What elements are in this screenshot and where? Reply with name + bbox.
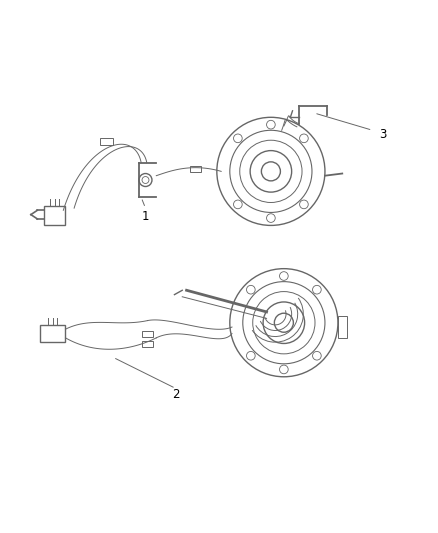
Text: 3: 3 xyxy=(380,128,387,141)
Text: 1: 1 xyxy=(142,211,149,223)
Text: 2: 2 xyxy=(172,387,180,401)
